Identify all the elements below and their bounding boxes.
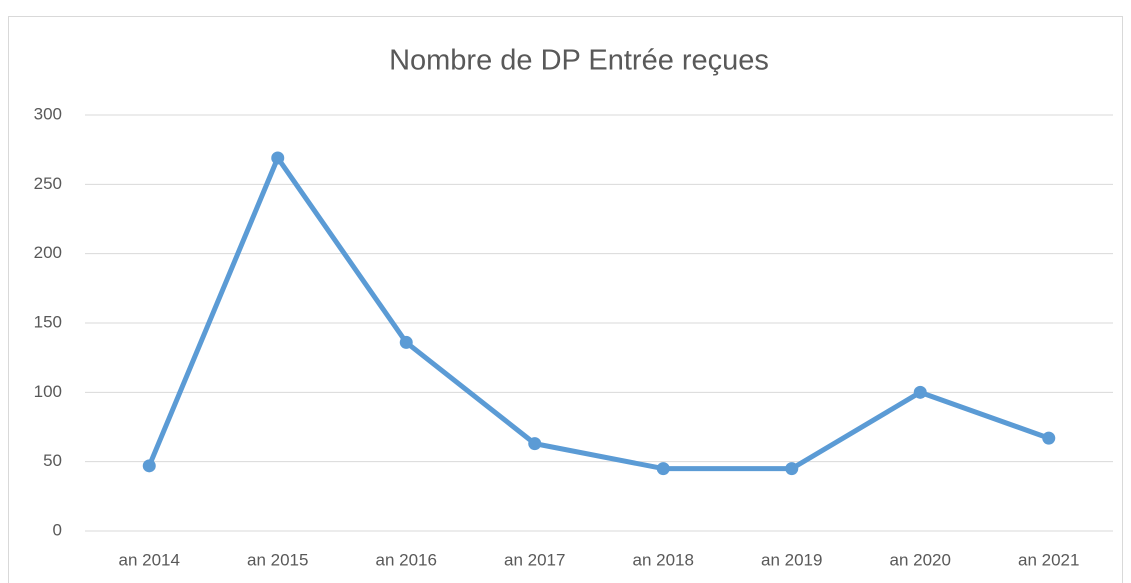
y-tick-label: 0: [53, 520, 62, 539]
chart-border: [8, 16, 1123, 583]
x-tick-label: an 2018: [633, 550, 694, 569]
chart-title: Nombre de DP Entrée reçues: [389, 45, 769, 77]
y-tick-label: 250: [34, 174, 62, 193]
y-tick-label: 300: [34, 104, 62, 123]
y-tick-label: 100: [34, 382, 62, 401]
data-point: [785, 462, 799, 476]
x-tick-label: an 2015: [247, 550, 308, 569]
x-tick-label: an 2020: [890, 550, 951, 569]
x-tick-label: an 2017: [504, 550, 565, 569]
y-tick-label: 200: [34, 243, 62, 262]
data-point: [142, 459, 156, 473]
x-tick-label: an 2014: [119, 550, 180, 569]
data-point: [656, 462, 670, 476]
y-tick-label: 50: [43, 451, 62, 470]
x-tick-label: an 2016: [376, 550, 437, 569]
x-tick-label: an 2019: [761, 550, 822, 569]
data-point: [399, 335, 413, 349]
data-point: [271, 151, 285, 165]
data-point: [913, 385, 927, 399]
y-tick-label: 150: [34, 312, 62, 331]
data-point: [528, 437, 542, 451]
x-tick-label: an 2021: [1018, 550, 1079, 569]
data-line: [146, 155, 1050, 472]
data-point: [1042, 431, 1056, 445]
